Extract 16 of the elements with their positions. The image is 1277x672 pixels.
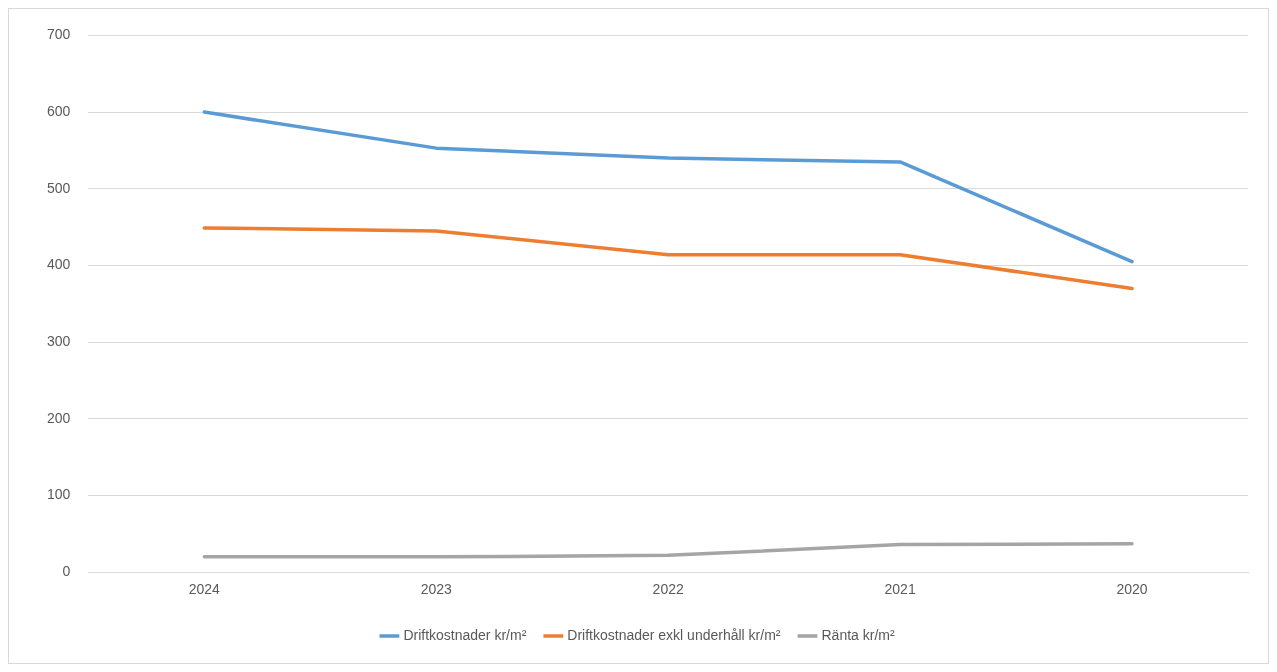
- y-tick-label: 100: [47, 486, 71, 503]
- y-tick-label: 600: [47, 102, 71, 119]
- x-tick-label: 2022: [652, 581, 684, 598]
- y-tick-label: 400: [47, 256, 71, 273]
- y-tick-label: 300: [47, 333, 71, 349]
- x-tick-label: 2024: [188, 581, 221, 598]
- x-tick-label: 2020: [1116, 581, 1148, 598]
- y-tick-label: 0: [62, 563, 71, 580]
- legend-label: Driftkostnader exkl underhåll kr/m²: [567, 626, 781, 643]
- y-tick-label: 700: [47, 26, 71, 43]
- y-tick-label: 200: [47, 409, 71, 426]
- x-tick-label: 2021: [884, 581, 916, 598]
- legend-label: Driftkostnader kr/m²: [403, 626, 527, 643]
- legend-label: Ränta kr/m²: [821, 626, 895, 643]
- x-tick-label: 2023: [420, 581, 453, 598]
- y-tick-label: 500: [47, 179, 71, 196]
